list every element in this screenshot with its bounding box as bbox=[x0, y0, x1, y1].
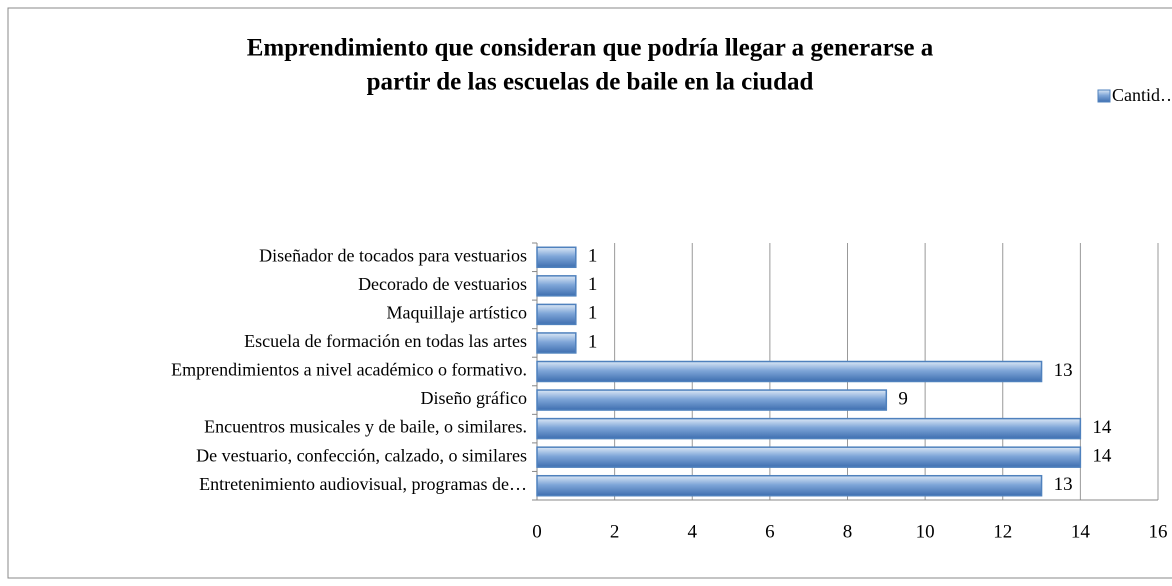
y-tick-label: De vestuario, confección, calzado, o sim… bbox=[196, 445, 527, 465]
x-tick-label: 2 bbox=[610, 521, 620, 542]
data-label: 1 bbox=[588, 246, 598, 267]
legend-swatch bbox=[1097, 89, 1111, 103]
y-tick-label: Diseñador de tocados para vestuarios bbox=[259, 245, 527, 265]
data-label: 1 bbox=[588, 303, 598, 324]
y-tick-label: Encuentros musicales y de baile, o simil… bbox=[204, 417, 527, 437]
chart-title: Emprendimiento que consideran que podría… bbox=[247, 35, 934, 62]
data-label: 9 bbox=[898, 388, 908, 409]
x-tick-label: 4 bbox=[688, 521, 698, 542]
bar bbox=[536, 474, 1043, 497]
x-tick-label: 6 bbox=[765, 521, 775, 542]
chart-title: partir de las escuelas de baile en la ci… bbox=[367, 69, 814, 96]
data-label: 13 bbox=[1054, 474, 1073, 495]
x-tick-label: 0 bbox=[532, 521, 542, 542]
bar bbox=[536, 246, 577, 269]
bar bbox=[536, 303, 577, 326]
y-tick-label: Decorado de vestuarios bbox=[358, 274, 527, 294]
x-tick-label: 8 bbox=[843, 521, 853, 542]
x-tick-label: 16 bbox=[1149, 521, 1168, 542]
data-label: 14 bbox=[1092, 446, 1112, 467]
bar bbox=[536, 417, 1082, 440]
y-tick-label: Entretenimiento audiovisual, programas d… bbox=[199, 474, 527, 494]
x-tick-label: 10 bbox=[916, 521, 935, 542]
data-label: 14 bbox=[1092, 417, 1112, 438]
bar bbox=[536, 360, 1043, 383]
bar bbox=[536, 446, 1082, 468]
x-tick-label: 14 bbox=[1071, 521, 1091, 542]
x-tick-label: 12 bbox=[993, 521, 1012, 542]
data-label: 1 bbox=[588, 331, 598, 352]
legend-label: Cantid… bbox=[1112, 85, 1172, 105]
y-tick-label: Emprendimientos a nivel académico o form… bbox=[171, 360, 527, 380]
data-label: 1 bbox=[588, 274, 598, 295]
y-tick-label: Escuela de formación en todas las artes bbox=[244, 331, 527, 351]
y-tick-label: Maquillaje artístico bbox=[387, 303, 527, 323]
bar bbox=[536, 332, 577, 354]
bar bbox=[536, 275, 577, 297]
data-label: 13 bbox=[1054, 360, 1073, 381]
y-tick-label: Diseño gráfico bbox=[421, 388, 527, 408]
bar bbox=[536, 389, 888, 411]
